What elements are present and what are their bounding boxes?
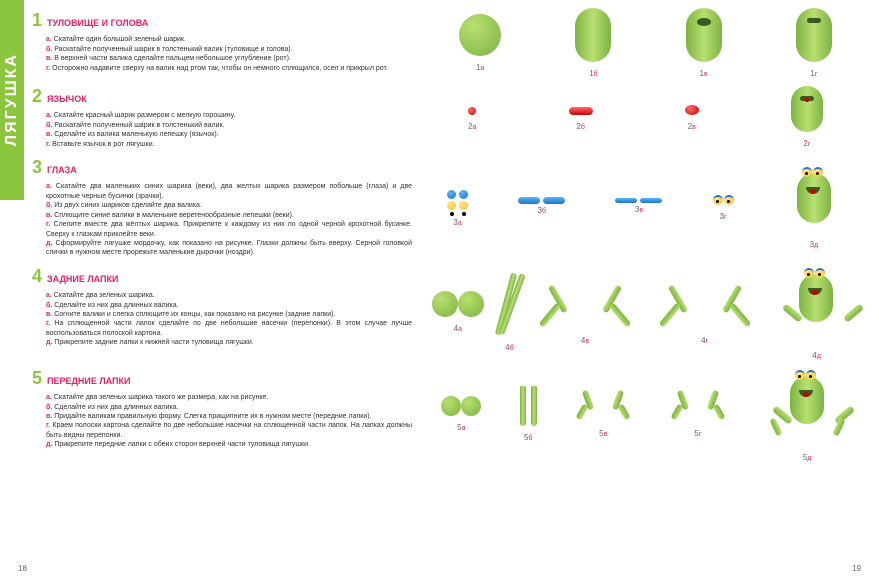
section-4: 4 ЗАДНИЕ ЛАПКИ а. Скатайте два зеленых ш… xyxy=(32,264,869,360)
sidebar-tab: ЛЯГУШКА xyxy=(0,0,24,200)
leg-icon xyxy=(535,279,585,329)
sidebar-title: ЛЯГУШКА xyxy=(3,53,21,146)
steps: а. Скатайте один большой зеленый шарик. … xyxy=(32,35,412,73)
disc-icon xyxy=(685,105,699,115)
section-title: ТУЛОВИЩЕ И ГОЛОВА xyxy=(47,18,148,28)
section-2: 2 ЯЗЫЧОК а. Скатайте красный шарик разме… xyxy=(32,84,869,149)
pills-icon xyxy=(518,197,565,204)
cylinder-mouth-icon xyxy=(686,8,722,62)
ball-icon xyxy=(432,291,458,317)
cylinder-icon xyxy=(575,8,611,62)
body-tongue-icon xyxy=(791,86,823,132)
eyes-icon xyxy=(713,195,734,205)
ball-icon xyxy=(459,14,501,56)
pills-icon xyxy=(615,198,662,203)
page-number-left: 18 xyxy=(18,564,27,573)
ball-icon xyxy=(441,396,461,416)
section-1: 1 ТУЛОВИЩЕ И ГОЛОВА а. Скатайте один бол… xyxy=(32,8,869,78)
dots-icon xyxy=(447,190,468,216)
section-1-images: 1а 1б 1в 1г xyxy=(412,8,869,78)
dot-icon xyxy=(468,107,476,115)
main-content: 1 ТУЛОВИЩЕ И ГОЛОВА а. Скатайте один бол… xyxy=(32,0,879,462)
pill-icon xyxy=(569,107,593,115)
frog-complete-icon xyxy=(765,366,850,446)
stick-icon xyxy=(520,386,526,426)
frog-head-icon xyxy=(784,163,844,233)
front-leg-icon xyxy=(575,390,603,422)
leg-icon xyxy=(655,279,705,329)
section-num: 1 xyxy=(32,10,42,30)
section-3: 3 ГЛАЗА а. Скатайте два маленьких синих … xyxy=(32,155,869,258)
section-5: 5 ПЕРЕДНИЕ ЛАПКИ а. Скатайте два зеленых… xyxy=(32,366,869,462)
img-label: 1а xyxy=(459,63,501,72)
section-1-text: 1 ТУЛОВИЩЕ И ГОЛОВА а. Скатайте один бол… xyxy=(32,8,412,78)
front-leg-icon xyxy=(670,390,698,422)
cylinder-mouth-icon xyxy=(796,8,832,62)
page-number-right: 19 xyxy=(852,564,861,573)
frog-backlegs-icon xyxy=(774,264,859,344)
